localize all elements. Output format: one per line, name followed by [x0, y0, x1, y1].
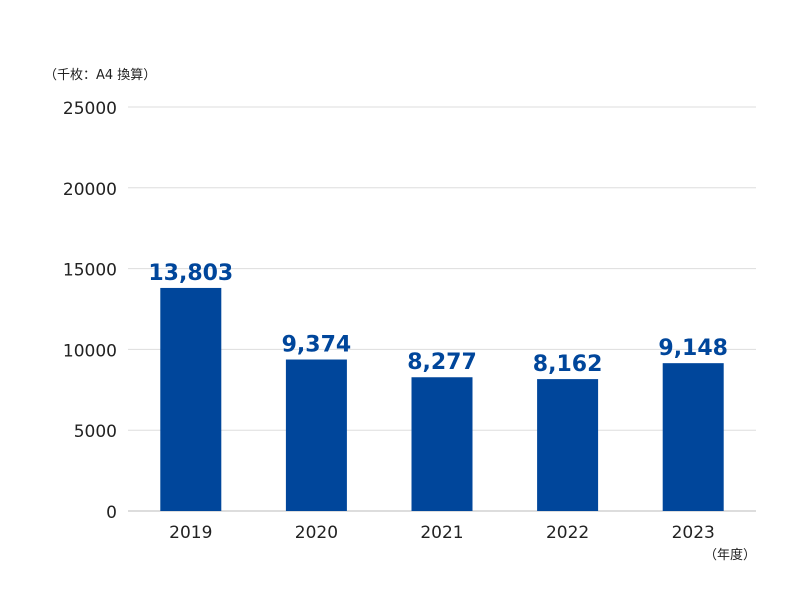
x-tick-label-2023: 2023	[672, 523, 715, 543]
bar-2020	[285, 359, 347, 511]
x-axis-unit-label: （年度）	[704, 548, 757, 563]
bar-2023	[662, 363, 724, 511]
value-label-2020: 9,374	[282, 333, 352, 358]
value-label-2019: 13,803	[148, 261, 233, 286]
y-tick-label: 20000	[63, 180, 117, 200]
value-label-2021: 8,277	[407, 350, 477, 375]
y-tick-label: 0	[106, 503, 117, 523]
x-tick-label-2022: 2022	[546, 523, 589, 543]
grid-lines	[128, 106, 756, 512]
bars	[160, 287, 724, 511]
x-tick-label-2019: 2019	[169, 523, 212, 543]
bar-2021	[411, 377, 473, 511]
y-tick-label: 15000	[63, 261, 117, 281]
value-label-2022: 8,162	[533, 352, 603, 377]
x-axis-ticks: 2019 2020 2021 2022 2023	[169, 523, 715, 543]
value-label-2023: 9,148	[658, 336, 728, 361]
y-tick-label: 5000	[74, 422, 117, 442]
value-labels: 13,803 9,374 8,277 8,162 9,148	[148, 261, 728, 377]
bar-2019	[160, 287, 222, 511]
bar-2022	[537, 379, 599, 511]
y-tick-label: 25000	[63, 99, 117, 119]
x-tick-label-2020: 2020	[295, 523, 338, 543]
y-axis-unit-label: （千枚：A4 換算）	[44, 68, 157, 83]
y-axis-ticks: 0 5000 10000 15000 20000 25000	[63, 99, 117, 523]
y-tick-label: 10000	[63, 341, 117, 361]
x-tick-label-2021: 2021	[420, 523, 463, 543]
